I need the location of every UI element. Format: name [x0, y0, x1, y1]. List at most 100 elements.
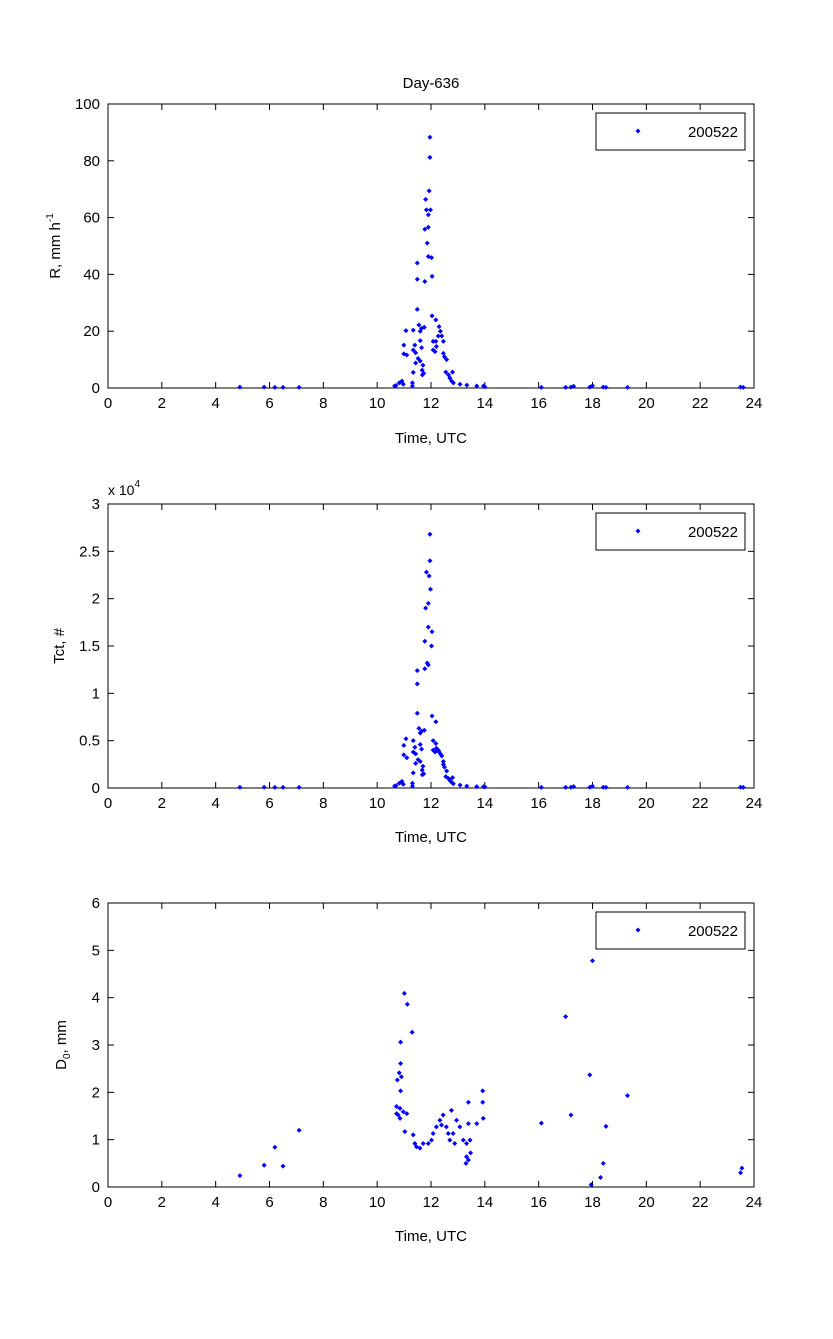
data-point: [474, 383, 480, 389]
data-point: [454, 1117, 460, 1123]
data-point: [447, 1137, 453, 1143]
x-tick-label: 0: [104, 795, 112, 812]
data-point: [420, 763, 426, 769]
data-point: [563, 784, 569, 790]
data-point: [590, 383, 595, 389]
legend: 200522: [595, 112, 746, 151]
data-point: [421, 370, 427, 376]
y-tick-label: 1: [92, 1132, 100, 1149]
legend-marker: [635, 128, 641, 134]
data-point: [423, 569, 429, 575]
data-point: [465, 1157, 471, 1163]
data-point: [421, 771, 427, 777]
data-point: [401, 742, 407, 748]
x-tick-label: 4: [211, 795, 219, 812]
data-point: [414, 306, 420, 312]
legend-box: [595, 112, 746, 151]
data-point: [404, 1111, 410, 1117]
data-point: [400, 781, 406, 787]
data-point: [738, 784, 744, 790]
y-axis-label: R, mm h-1: [45, 213, 64, 279]
data-point: [600, 1160, 606, 1166]
data-point: [237, 1173, 243, 1179]
data-point: [447, 375, 453, 381]
data-point: [280, 384, 286, 390]
x-tick-label: 18: [584, 1194, 601, 1211]
data-point: [427, 134, 433, 140]
data-point: [261, 784, 267, 790]
x-tick-label: 12: [423, 795, 440, 812]
data-point: [413, 350, 419, 356]
x-tick-label: 20: [638, 1194, 655, 1211]
data-point: [417, 338, 423, 344]
data-point: [403, 328, 409, 334]
data-point: [457, 381, 463, 387]
data-point: [427, 207, 433, 213]
data-point: [396, 1070, 402, 1076]
data-point: [414, 710, 420, 716]
data-point: [441, 764, 447, 770]
data-point: [422, 279, 428, 284]
data-point: [464, 382, 470, 388]
data-point: [425, 662, 431, 668]
x-tick-label: 14: [476, 395, 493, 412]
x-tick-label: 2: [158, 395, 166, 412]
data-point: [740, 784, 746, 790]
data-point: [435, 333, 441, 339]
data-point: [421, 727, 427, 733]
data-point: [417, 741, 423, 747]
legend-label: 200522: [688, 124, 738, 141]
data-point: [571, 784, 577, 790]
y-tick-label: 20: [83, 323, 100, 340]
data-point: [422, 666, 428, 672]
data-point: [394, 1077, 400, 1083]
data-point: [237, 784, 243, 790]
data-point: [398, 1074, 404, 1080]
data-point: [410, 369, 416, 375]
data-point: [420, 362, 426, 368]
data-point: [296, 1127, 302, 1133]
data-point: [624, 1093, 630, 1099]
data-point: [410, 1132, 416, 1138]
x-axis-label: Time, UTC: [395, 430, 467, 447]
data-point: [416, 322, 422, 328]
data-point: [413, 760, 419, 766]
x-tick-label: 10: [369, 795, 386, 812]
data-point: [400, 381, 406, 387]
x-tick-label: 4: [211, 1194, 219, 1211]
data-point: [571, 383, 577, 389]
legend: 200522: [595, 911, 746, 950]
data-point: [465, 1121, 471, 1127]
data-point: [429, 629, 435, 635]
data-point: [445, 1131, 451, 1137]
y-tick-label: 0: [92, 380, 100, 397]
data-point: [450, 380, 456, 386]
data-point: [440, 1112, 446, 1118]
y-tick-label: 3: [92, 1037, 100, 1054]
data-point: [624, 384, 630, 390]
data-point: [603, 384, 609, 390]
data-point: [403, 736, 409, 742]
data-point: [474, 784, 480, 790]
legend-marker: [635, 528, 641, 534]
y-tick-label: 80: [83, 153, 100, 170]
data-point: [272, 384, 278, 390]
data-point: [450, 781, 456, 787]
x-tick-label: 2: [158, 1194, 166, 1211]
data-point: [590, 783, 595, 789]
data-point: [404, 1001, 410, 1007]
y-tick-label: 40: [83, 266, 100, 283]
x-tick-label: 8: [319, 395, 327, 412]
x-tick-label: 22: [692, 395, 709, 412]
data-point: [409, 780, 415, 786]
data-point: [460, 1137, 466, 1143]
data-point: [436, 324, 442, 330]
y-tick-label: 100: [75, 96, 100, 113]
x-tick-label: 24: [746, 795, 763, 812]
data-point: [464, 1154, 470, 1160]
data-point: [429, 643, 435, 649]
data-point: [412, 342, 418, 348]
data-point: [738, 1170, 744, 1176]
